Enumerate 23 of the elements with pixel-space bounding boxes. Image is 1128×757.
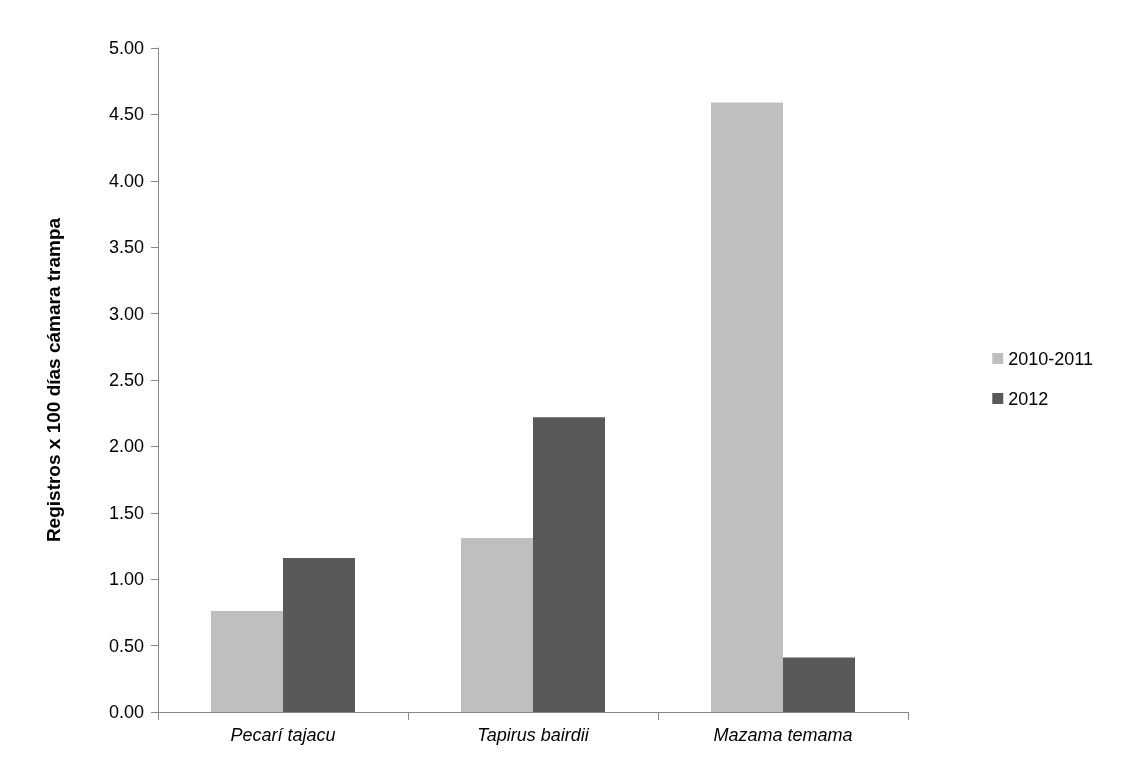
x-tick-label: Mazama temama bbox=[713, 725, 853, 745]
y-tick-label: 4.00 bbox=[108, 170, 144, 191]
y-tick-label: 5.00 bbox=[108, 38, 144, 58]
y-tick-label: 2.00 bbox=[108, 436, 144, 457]
x-tick-label: Tapirus bairdii bbox=[477, 725, 590, 745]
y-axis-title: Registros x 100 días cámara trampa bbox=[43, 217, 64, 543]
y-tick-label: 3.00 bbox=[108, 303, 144, 324]
y-tick-label: 4.50 bbox=[108, 104, 144, 125]
x-tick-label: Pecarí tajacu bbox=[230, 725, 336, 745]
y-tick-label: 2.50 bbox=[108, 370, 144, 390]
y-tick-label: 1.00 bbox=[108, 569, 144, 590]
bar bbox=[533, 417, 605, 712]
y-tick-label: 0.00 bbox=[108, 702, 144, 722]
bar bbox=[711, 102, 783, 712]
legend-label: 2012 bbox=[1008, 388, 1049, 409]
bar bbox=[211, 611, 283, 712]
y-tick-label: 0.50 bbox=[108, 635, 144, 656]
y-tick-label: 3.50 bbox=[108, 237, 144, 258]
legend-label: 2010-2011 bbox=[1008, 348, 1094, 369]
y-tick-label: 1.50 bbox=[108, 502, 144, 523]
bar bbox=[283, 557, 355, 712]
bar bbox=[461, 538, 533, 712]
bar bbox=[783, 657, 855, 712]
